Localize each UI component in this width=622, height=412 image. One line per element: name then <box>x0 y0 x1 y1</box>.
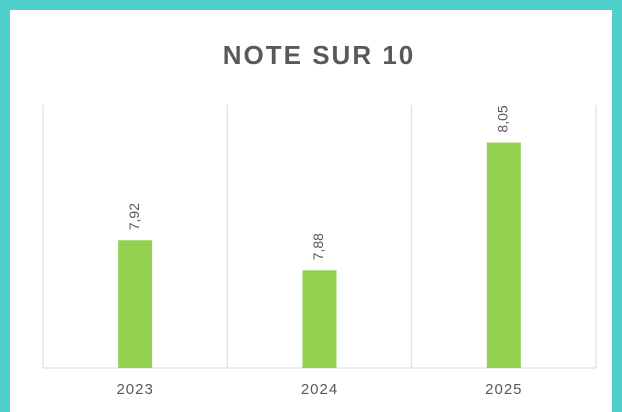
chart-title: NOTE SUR 10 <box>223 40 416 70</box>
x-tick-label: 2023 <box>116 381 153 398</box>
bar <box>118 240 153 368</box>
value-label: 7,92 <box>126 203 142 230</box>
value-label: 7,88 <box>310 233 326 260</box>
value-label: 8,05 <box>495 105 511 132</box>
x-tick-label: 2024 <box>301 381 338 398</box>
bar <box>486 142 521 368</box>
x-tick-label: 2025 <box>485 381 522 398</box>
bar <box>302 270 337 368</box>
